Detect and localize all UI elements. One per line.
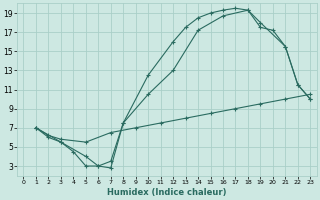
X-axis label: Humidex (Indice chaleur): Humidex (Indice chaleur) [107, 188, 227, 197]
